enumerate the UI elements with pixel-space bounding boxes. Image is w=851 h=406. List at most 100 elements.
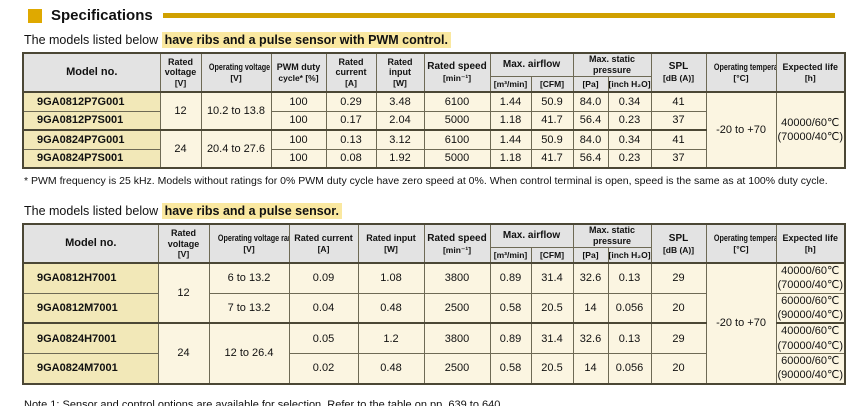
notes-block: Note 1: Sensor and control options are a… [24, 397, 851, 406]
model-no: 9GA0824H7001 [37, 332, 117, 345]
col-header-max-static-pressure: Max. static pressure [572, 223, 652, 248]
col-header-max-airflow: Max. airflow [489, 52, 574, 77]
col-header-expected-life: Expected life [h] [775, 52, 846, 93]
cell: 0.58 [489, 352, 532, 385]
cell: 100 [270, 110, 327, 131]
cell-voltage-range: 20.4 to 27.6 [200, 129, 272, 169]
model-cell: 9GA0824M7001 [22, 352, 159, 385]
unit-inch-h2o: [inch H₂O] [607, 246, 652, 264]
cell: 6100 [423, 91, 491, 112]
col-header-voltage-range: Operating voltage range[V] [208, 223, 290, 264]
table-row: 9GA0824M7001 0.02 0.48 2500 0.58 20.5 14… [22, 352, 846, 385]
cell: 32.6 [572, 322, 609, 354]
col-header-model: Model no. [22, 52, 161, 93]
pulse-sensor-table-wrapper: Model no. Rated voltage [V] Operating vol… [22, 223, 851, 385]
cell: 2.04 [375, 110, 425, 131]
header-row: Model no. Rated voltage [V] Operating vol… [22, 223, 846, 264]
model-no: 9GA0812H7001 [37, 272, 117, 285]
cell-expected-life: 60000/60℃ (90000/40℃) [775, 292, 846, 324]
cell: 0.89 [489, 262, 532, 294]
unit-pa: [Pa] [572, 75, 609, 93]
cell: 100 [270, 148, 327, 169]
cell: 41.7 [530, 110, 574, 131]
col-header-rated-speed: Rated speed [min⁻¹] [423, 52, 491, 93]
cell: 5000 [423, 110, 491, 131]
table-row: »9GA0812P7G001 12 10.2 to 13.8 100 0.29 … [22, 91, 846, 169]
cell: 20 [650, 352, 707, 385]
table-row: »9GA0824P7S001 100 0.08 1.92 5000 1.18 4… [22, 148, 845, 169]
col-header-rated-input: Rated input [W] [357, 223, 425, 264]
cell: 29 [650, 322, 707, 354]
intro2-prefix: The models listed below [24, 204, 162, 219]
cell: 1.44 [489, 91, 532, 112]
cell: 3.12 [375, 129, 425, 150]
cell: 100 [270, 91, 327, 112]
cell: 0.13 [607, 322, 652, 354]
cell: 0.04 [288, 292, 359, 324]
cell: 32.6 [572, 262, 609, 294]
cell-op-temp: -20 to +70 [705, 91, 777, 169]
cell: 31.4 [530, 322, 574, 354]
col-header-rated-voltage: Rated voltage [V] [157, 223, 210, 264]
model-no: 9GA0812M7001 [37, 302, 118, 315]
col-header-operating-temperature: Operating temperature[°C] [705, 52, 777, 93]
col-header-rated-speed: Rated speed [min⁻¹] [423, 223, 491, 264]
cell: 0.23 [607, 148, 652, 169]
gold-square-icon [28, 8, 42, 23]
cell: 1.08 [357, 262, 425, 294]
model-no: 9GA0824P7G001 [37, 133, 125, 146]
pwm-table-wrapper: Model no. Rated voltage [V] Operating vol… [22, 52, 851, 170]
cell: 20.5 [530, 292, 574, 324]
pulse-sensor-models-table: Model no. Rated voltage [V] Operating vol… [22, 223, 847, 385]
unit-cfm: [CFM] [530, 75, 574, 93]
model-cell: 9GA0812M7001 [22, 292, 159, 324]
cell: 0.056 [607, 292, 652, 324]
col-header-max-static-pressure: Max. static pressure [572, 52, 652, 77]
cell: 1.18 [489, 148, 532, 169]
col-header-rated-current: Rated current [A] [325, 52, 377, 93]
model-cell: »9GA0812P7G001 [22, 91, 161, 112]
model-cell: »9GA0812P7S001 [22, 110, 161, 131]
cell-rated-voltage: 12 [157, 262, 210, 324]
cell: 29 [650, 262, 707, 294]
header-units-row: [m³/min] [CFM] [Pa] [inch H₂O] [23, 246, 845, 264]
cell: 2500 [423, 292, 491, 324]
cell: 6100 [423, 129, 491, 150]
cell-expected-life: 60000/60℃ (90000/40℃) [775, 352, 846, 385]
cell: 1.92 [375, 148, 425, 169]
col-header-max-airflow: Max. airflow [489, 223, 574, 248]
cell: 0.13 [607, 262, 652, 294]
col-header-rated-current: Rated current [A] [288, 223, 359, 264]
cell-rated-voltage: 24 [157, 322, 210, 385]
cell: 0.58 [489, 292, 532, 324]
cell: 50.9 [530, 91, 574, 112]
col-header-voltage-range: Operating voltage range[V] [200, 52, 272, 93]
cell: 0.48 [357, 352, 425, 385]
cell: 3.48 [375, 91, 425, 112]
cell: 37 [650, 110, 707, 131]
cell: 0.34 [607, 91, 652, 112]
cell-rated-voltage: 24 [159, 129, 202, 169]
cell: 3800 [423, 322, 491, 354]
cell: 5000 [423, 148, 491, 169]
unit-inch-h2o: [inch H₂O] [607, 75, 652, 93]
intro1-highlight: have ribs and a pulse sensor with PWM co… [161, 32, 451, 48]
intro2-highlight: have ribs and a pulse sensor. [161, 203, 342, 220]
cell: 0.09 [288, 262, 359, 294]
cell: 14 [572, 292, 609, 324]
table-row: 9GA0812M7001 7 to 13.2 0.04 0.48 2500 0.… [22, 292, 846, 324]
cell: 41 [650, 91, 707, 112]
col-header-spl: SPL [dB (A)] [650, 52, 707, 93]
title-rule [162, 13, 835, 18]
cell-voltage-range: 7 to 13.2 [208, 292, 290, 324]
col-header-pwm-duty: PWM duty cycle* [%] [270, 52, 327, 93]
cell: 0.48 [357, 292, 425, 324]
cell: 2500 [423, 352, 491, 385]
model-no: 9GA0812P7S001 [37, 114, 124, 127]
cell: 56.4 [572, 110, 609, 131]
cell-rated-voltage: 12 [159, 91, 202, 131]
col-header-operating-temperature: Operating temperature[°C] [705, 223, 777, 264]
model-no: 9GA0812P7G001 [37, 95, 125, 108]
model-no: 9GA0824M7001 [37, 362, 118, 375]
cell: 1.2 [357, 322, 425, 354]
